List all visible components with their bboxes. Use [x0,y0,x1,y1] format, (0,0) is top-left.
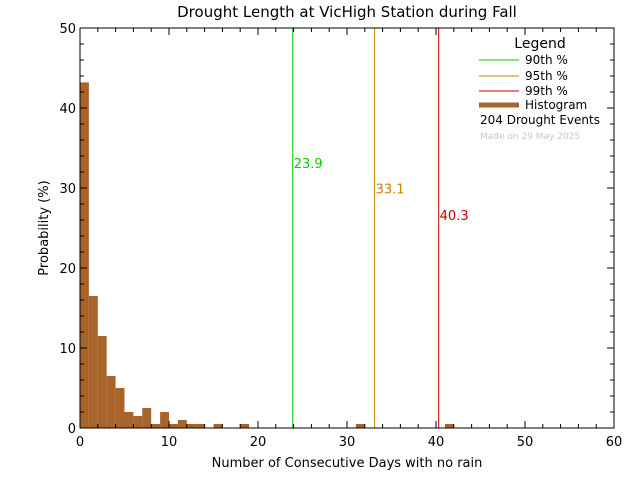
y-tick-label: 10 [59,342,76,357]
histogram-bar [213,424,223,428]
histogram-bar [80,82,89,429]
percentile-label: 40.3 [440,209,469,224]
x-axis-label: Number of Consecutive Days with no rain [212,456,483,471]
histogram-bar [106,376,116,428]
y-tick-label: 40 [59,102,76,117]
histogram-bar [115,388,125,428]
percentile-label: 33.1 [376,183,405,198]
histogram-bars [80,82,454,429]
x-tick-label: 10 [161,435,178,450]
histogram-bar [240,424,250,428]
legend-made-date: Made on 29 May 2025 [480,132,580,142]
x-axis-ticks: 0 10 20 30 40 50 60 [76,28,622,450]
histogram-bar [133,416,143,428]
y-tick-label: 30 [59,182,76,197]
chart-title: Drought Length at VicHigh Station during… [177,3,517,21]
y-tick-label: 50 [59,22,76,37]
histogram-bar [444,424,454,428]
x-tick-label: 20 [250,435,267,450]
legend-label-99th: 99th % [525,84,568,98]
histogram-bar [186,424,196,428]
x-tick-label: 30 [339,435,356,450]
legend-label-95th: 95th % [525,69,568,83]
x-tick-label: 0 [76,435,84,450]
percentile-lines [292,28,440,428]
percentile-labels: 23.9 33.1 40.3 [294,157,469,224]
y-tick-label: 20 [59,262,76,277]
x-tick-label: 50 [517,435,534,450]
x-tick-label: 60 [606,435,623,450]
histogram-bar [97,336,107,428]
histogram-bar [151,424,161,428]
y-tick-label: 0 [68,422,76,437]
x-tick-label: 40 [428,435,445,450]
legend-label-histogram: Histogram [525,98,587,112]
histogram-bar [195,424,205,428]
histogram-bar [169,424,178,428]
legend-events-count: 204 Drought Events [480,113,600,127]
histogram-bar [160,412,169,428]
histogram-bar [142,408,152,428]
percentile-label: 23.9 [294,157,323,172]
histogram-bar [124,412,134,428]
histogram-bar [88,296,98,428]
legend-title: Legend [514,36,565,52]
histogram-bar [177,420,187,428]
histogram-bar [355,424,365,428]
y-axis-ticks: 0 10 20 30 40 50 [59,22,614,437]
legend: Legend 90th % 95th % 99th % Histogram 20… [479,36,600,142]
legend-label-90th: 90th % [525,53,568,67]
y-axis-label: Probability (%) [37,180,52,275]
